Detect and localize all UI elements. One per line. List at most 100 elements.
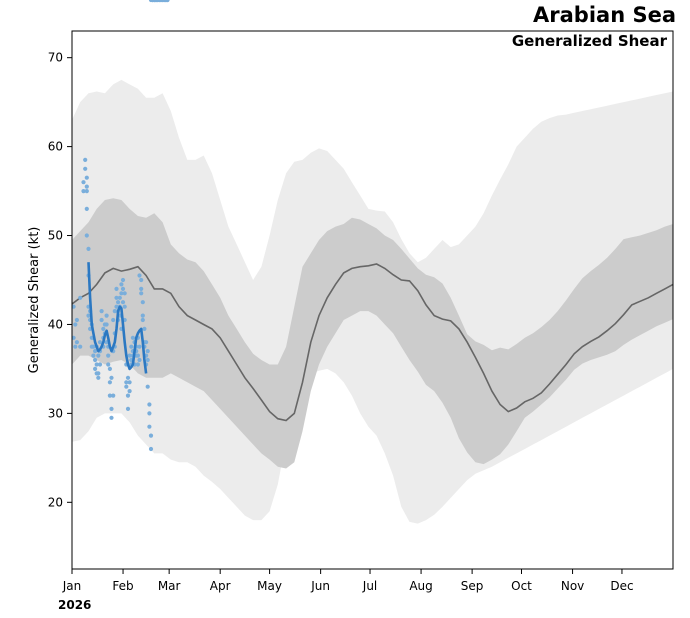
observed-point <box>94 362 99 367</box>
observed-point <box>84 233 89 238</box>
observed-point <box>114 295 119 300</box>
observed-point <box>96 371 101 376</box>
observed-mean-line <box>87 262 148 374</box>
observed-point <box>148 433 154 438</box>
observed-point <box>78 344 83 349</box>
observed-point <box>140 300 145 305</box>
observed-point <box>93 349 98 354</box>
plot-frame <box>71 30 674 570</box>
x-tick-label: Jun <box>310 579 330 593</box>
x-tick-label: Apr <box>210 579 231 593</box>
x-tick-label: Jul <box>362 579 377 593</box>
observed-point <box>125 406 131 411</box>
observed-point <box>114 304 119 309</box>
observed-point <box>135 362 140 367</box>
observed-point <box>122 304 127 309</box>
observed-point <box>99 309 104 314</box>
observed-point <box>145 357 150 363</box>
observed-point <box>81 189 86 194</box>
observed-point <box>148 446 154 452</box>
observed-point <box>106 353 111 358</box>
x-tick-label: Aug <box>409 579 432 593</box>
observed-point <box>124 384 129 389</box>
observed-point <box>116 300 121 305</box>
y-axis-label: Generalized Shear (kt) <box>27 227 42 374</box>
observed-point <box>86 246 91 251</box>
observed-point <box>144 340 149 345</box>
observed-point <box>165 0 170 3</box>
observed-point <box>124 380 129 385</box>
observed-point <box>107 393 112 398</box>
observed-point <box>145 384 150 389</box>
observed-point <box>106 362 111 367</box>
x-tick-label: Jan <box>62 579 82 593</box>
observed-point <box>83 157 88 162</box>
y-tick-label: 60 <box>48 140 63 154</box>
percentile-bands <box>72 79 673 524</box>
x-tick-label: Nov <box>561 579 584 593</box>
observed-point <box>120 300 126 305</box>
observed-point <box>119 282 124 287</box>
observed-point <box>71 304 76 309</box>
observed-point <box>91 344 96 349</box>
observed-point <box>84 189 89 194</box>
observed-point <box>96 375 101 380</box>
observed-point <box>137 273 142 278</box>
observed-point <box>81 180 86 185</box>
observed-point <box>139 277 144 283</box>
observed-point <box>83 166 88 171</box>
observed-point <box>127 380 132 385</box>
observed-point <box>107 380 112 385</box>
observed-point <box>107 366 112 371</box>
y-axis: 20 30 40 50 60 70 <box>48 51 72 509</box>
observed-point <box>120 277 126 283</box>
y-tick-label: 30 <box>48 406 63 420</box>
observed-point <box>147 424 152 429</box>
observed-point <box>130 335 135 340</box>
observed-point <box>73 344 78 349</box>
x-tick-label: Sep <box>461 579 484 593</box>
chart-title: Arabian Sea <box>533 3 676 27</box>
observed-point <box>104 313 109 318</box>
observed-point <box>109 415 114 420</box>
observed-point <box>93 366 98 371</box>
observed-point <box>91 353 96 358</box>
inner-band <box>72 198 673 469</box>
observed-point <box>139 291 144 296</box>
observed-point <box>120 286 126 291</box>
year-label: 2026 <box>58 598 92 612</box>
observed-point <box>127 389 132 394</box>
observed-point <box>97 362 103 367</box>
observed-point <box>73 322 78 327</box>
observed-point <box>109 375 114 380</box>
y-tick-label: 40 <box>48 317 63 331</box>
x-axis: Jan Feb Mar Apr May Jun Jul Aug Sep Oct Nov Dec <box>62 569 634 593</box>
observed-point <box>84 206 89 211</box>
y-tick-label: 70 <box>48 51 63 65</box>
observed-point <box>112 309 117 314</box>
observed-point <box>99 317 104 323</box>
observed-point <box>147 402 152 407</box>
observed-line-layer <box>87 262 148 374</box>
observed-point <box>78 295 83 300</box>
observed-point <box>111 393 116 398</box>
observed-point <box>109 406 114 411</box>
x-tick-label: Feb <box>112 579 133 593</box>
observed-point <box>96 353 101 358</box>
observed-point <box>135 353 140 358</box>
y-tick-label: 50 <box>48 229 63 243</box>
x-tick-label: Oct <box>511 579 532 593</box>
observed-point <box>71 335 76 340</box>
y-tick-label: 20 <box>48 495 63 509</box>
x-tick-label: May <box>257 579 282 593</box>
observed-point <box>119 291 124 296</box>
observed-point <box>140 313 145 318</box>
observed-point <box>139 286 144 291</box>
observed-point <box>129 344 134 349</box>
chart-subtitle: Generalized Shear <box>511 32 667 50</box>
observed-point <box>145 349 150 354</box>
x-tick-label: Mar <box>158 579 181 593</box>
observed-point <box>114 286 119 291</box>
observed-point <box>117 295 122 300</box>
